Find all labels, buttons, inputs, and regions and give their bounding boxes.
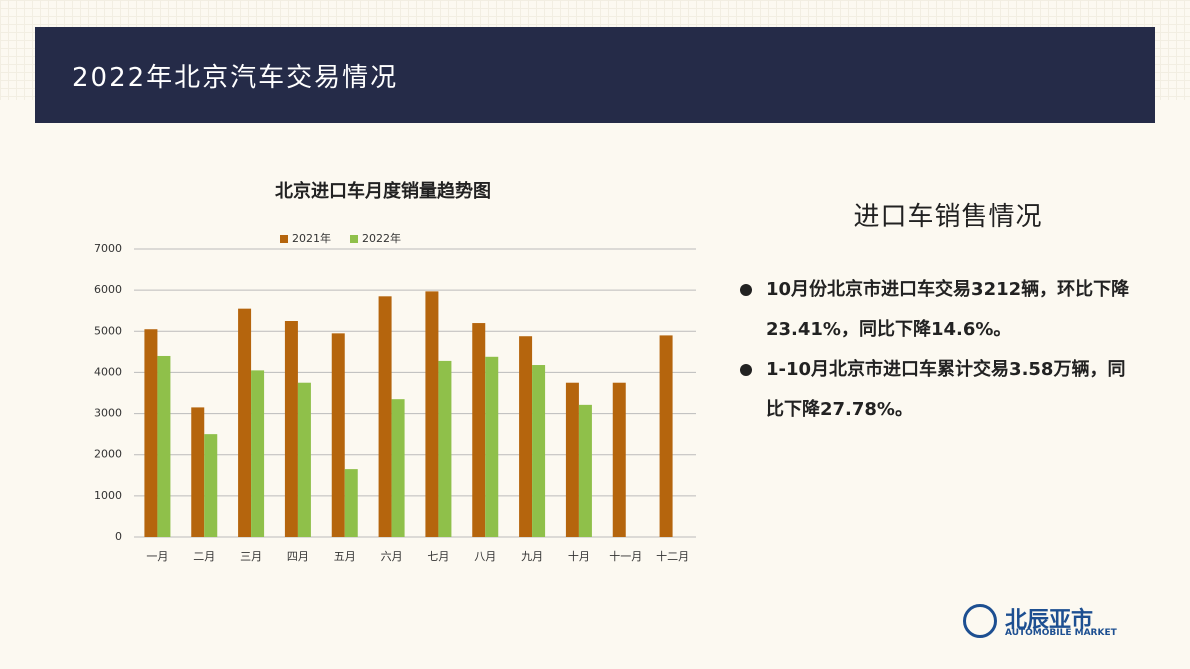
bar — [378, 296, 392, 537]
bar — [144, 329, 158, 537]
bar — [344, 469, 358, 537]
y-tick-label: 4000 — [94, 365, 122, 378]
bar — [519, 336, 533, 537]
chart-title: 北京进口车月度销量趋势图 — [275, 180, 491, 202]
x-tick-label: 十二月 — [656, 549, 689, 563]
bar — [191, 407, 205, 537]
bar — [438, 360, 452, 537]
bar — [425, 291, 439, 537]
bar — [578, 404, 592, 537]
bar — [391, 399, 405, 537]
y-tick-label: 7000 — [94, 242, 122, 255]
bar — [612, 382, 626, 537]
legend-swatch — [350, 235, 358, 243]
x-tick-label: 三月 — [240, 550, 262, 563]
legend-label: 2021年 — [292, 231, 331, 245]
y-tick-label: 6000 — [94, 283, 122, 296]
logo-icon — [963, 604, 997, 638]
y-tick-label: 2000 — [94, 448, 122, 461]
bullet: 1-10月北京市进口车累计交易3.58万辆，同比下降27.78%。 — [740, 350, 1140, 430]
bar — [204, 434, 218, 537]
x-tick-label: 十一月 — [609, 549, 642, 563]
logo-name: 北辰亚市 — [1005, 608, 1094, 633]
y-tick-label: 1000 — [94, 489, 122, 502]
header-bar: 2022年北京汽车交易情况 — [35, 27, 1155, 123]
bar — [297, 382, 311, 537]
bullet: 10月份北京市进口车交易3212辆，环比下降23.41%，同比下降14.6%。 — [740, 270, 1140, 350]
bar — [532, 365, 546, 537]
bar — [284, 321, 298, 537]
bullet-list: 10月份北京市进口车交易3212辆，环比下降23.41%，同比下降14.6%。 … — [740, 270, 1140, 430]
x-tick-label: 十月 — [568, 549, 590, 563]
bar — [659, 335, 673, 537]
bar — [565, 382, 579, 537]
chart: 北京进口车月度销量趋势图 0 1000 2000 3000 4000 5000 6000 70… — [94, 180, 696, 563]
bar — [238, 308, 252, 537]
x-tick-label: 二月 — [193, 550, 215, 563]
side-title: 进口车销售情况 — [853, 202, 1043, 232]
x-tick-label: 八月 — [474, 550, 496, 563]
bar — [472, 323, 486, 537]
bar — [331, 333, 345, 537]
header-title: 2022年北京汽车交易情况 — [72, 63, 399, 93]
legend-swatch — [280, 235, 288, 243]
bar — [157, 355, 171, 537]
y-tick-label: 0 — [115, 530, 122, 543]
x-tick-label: 九月 — [521, 550, 543, 563]
x-tick-label: 五月 — [334, 550, 356, 563]
x-tick-label: 七月 — [427, 550, 449, 563]
x-tick-label: 六月 — [381, 550, 403, 563]
logo-subtitle: AUTOMOBILE MARKET — [1005, 628, 1117, 638]
x-tick-label: 一月 — [146, 550, 168, 563]
bar — [485, 356, 499, 537]
legend-label: 2022年 — [362, 231, 401, 245]
bar — [251, 370, 265, 537]
y-tick-label: 5000 — [94, 324, 122, 337]
x-tick-label: 四月 — [287, 550, 309, 563]
logo: 北辰亚市 AUTOMOBILE MARKET — [963, 602, 1133, 642]
y-tick-label: 3000 — [94, 407, 122, 420]
